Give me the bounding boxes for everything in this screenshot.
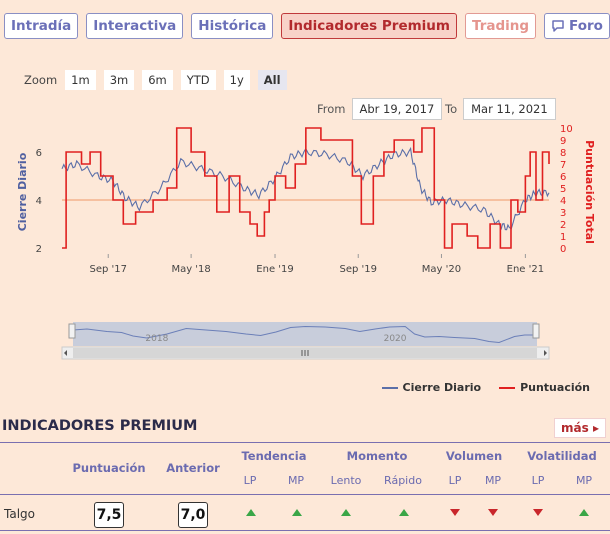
subcol-volumen-mp: MP: [484, 474, 502, 487]
legend-swatch-cierre: [381, 386, 398, 389]
more-button[interactable]: más ▸: [554, 418, 606, 438]
y-left-tick-label: 4: [36, 196, 42, 207]
y-left-tick-label: 2: [36, 244, 42, 255]
col-anterior: Anterior: [166, 461, 220, 475]
x-tick-label: May '18: [171, 264, 210, 275]
y-axis-right-label: Puntuación Total: [583, 140, 596, 244]
chat-bubble-icon: [552, 20, 564, 32]
series-puntuacion: [62, 127, 550, 249]
group-tendencia: Tendencia: [241, 449, 307, 463]
arrow-up-icon: [399, 509, 409, 516]
legend-item-cierre[interactable]: Cierre Diario: [381, 381, 481, 394]
range-to-label: To: [445, 102, 458, 116]
score-value: 7,5: [94, 502, 124, 528]
y-right-tick-label: 7: [560, 160, 566, 171]
y-right-tick-label: 4: [560, 196, 566, 207]
zoom-ytd-button[interactable]: YTD: [180, 70, 216, 90]
navigator-series: [72, 325, 537, 344]
col-puntuacion: Puntuación: [72, 461, 146, 475]
y-right-tick-label: 6: [560, 172, 566, 183]
y-right-tick-label: 5: [560, 184, 566, 195]
navigator-right-handle[interactable]: [532, 323, 540, 339]
zoom-6m-button[interactable]: 6m: [142, 70, 173, 90]
subcol-volatilidad-lp: LP: [531, 474, 545, 487]
row-name-talgo[interactable]: Talgo: [4, 507, 35, 521]
group-volatilidad: Volatilidad: [527, 449, 597, 463]
x-tick-label: Ene '21: [507, 264, 544, 275]
zoom-1y-button[interactable]: 1y: [223, 70, 250, 90]
subcol-volatilidad-mp: MP: [575, 474, 593, 487]
tab-historica[interactable]: Histórica: [191, 13, 274, 39]
tab-trading[interactable]: Trading: [464, 13, 537, 39]
tab-foro[interactable]: Foro: [544, 13, 610, 39]
series-cierre-diario: [61, 146, 550, 231]
subcol-tendencia-lp: LP: [243, 474, 257, 487]
chart-legend: Cierre Diario Puntuación: [381, 381, 590, 394]
section-title: INDICADORES PREMIUM: [2, 418, 198, 434]
previous-score-value: 7,0: [178, 502, 208, 528]
y-right-tick-label: 10: [560, 124, 573, 135]
tab-interactiva[interactable]: Interactiva: [86, 13, 184, 39]
tab-indicadores-premium[interactable]: Indicadores Premium: [281, 13, 457, 39]
range-from-label: From: [317, 102, 346, 116]
arrow-up-icon: [246, 509, 256, 516]
zoom-3m-button[interactable]: 3m: [103, 70, 135, 90]
y-right-tick-label: 1: [560, 232, 566, 243]
scroll-left-icon[interactable]: [64, 350, 67, 356]
arrow-up-icon: [341, 509, 351, 516]
group-momento: Momento: [346, 449, 408, 463]
subcol-volumen-lp: LP: [448, 474, 462, 487]
chart-navigator[interactable]: 2018 2020: [0, 318, 610, 362]
y-right-tick-label: 8: [560, 148, 566, 159]
arrow-down-icon: [450, 509, 460, 516]
tab-intradia[interactable]: Intradía: [4, 13, 79, 39]
table-top-rule: [0, 442, 610, 443]
x-tick-label: Sep '19: [339, 264, 377, 275]
range-to: To Mar 11, 2021: [445, 98, 556, 120]
x-tick-label: Sep '17: [89, 264, 127, 275]
navigator-left-handle[interactable]: [68, 323, 76, 339]
zoom-1m-button[interactable]: 1m: [65, 70, 96, 90]
zoom-label: Zoom: [24, 73, 58, 87]
scrollbar-grip-icon: [301, 350, 309, 356]
subcol-tendencia-mp: MP: [287, 474, 305, 487]
tab-bar: Intradía Interactiva Histórica Indicador…: [4, 13, 610, 39]
x-tick-label: May '20: [422, 264, 461, 275]
subcol-momento-lento: Lento: [330, 474, 362, 487]
scroll-right-icon[interactable]: [544, 350, 547, 356]
table-bottom-rule: [0, 530, 610, 531]
range-to-input[interactable]: Mar 11, 2021: [463, 98, 556, 120]
arrow-up-icon: [292, 509, 302, 516]
group-volumen: Volumen: [445, 449, 503, 463]
navigator-tick-label: 2020: [384, 334, 407, 344]
legend-swatch-puntuacion: [499, 386, 516, 389]
arrow-up-icon: [579, 509, 589, 516]
zoom-controls: Zoom 1m 3m 6m YTD 1y All: [24, 70, 287, 90]
subcol-momento-rapido: Rápido: [384, 474, 422, 487]
arrow-down-icon: [488, 509, 498, 516]
zoom-all-button[interactable]: All: [257, 70, 287, 90]
y-right-tick-label: 3: [560, 208, 566, 219]
x-tick-label: Ene '19: [256, 264, 293, 275]
legend-item-puntuacion[interactable]: Puntuación: [499, 381, 590, 394]
navigator-tick-label: 2018: [145, 334, 168, 344]
y-right-tick-label: 9: [560, 136, 566, 147]
range-from-input[interactable]: Abr 19, 2017: [351, 98, 443, 120]
navigator-selection[interactable]: [73, 322, 537, 346]
y-right-tick-label: 2: [560, 220, 566, 231]
caret-right-icon: ▸: [592, 421, 599, 435]
y-right-tick-label: 0: [560, 244, 566, 255]
range-from: From Abr 19, 2017: [317, 98, 443, 120]
y-left-tick-label: 6: [36, 148, 42, 159]
y-axis-left-label: Cierre Diario: [16, 152, 29, 231]
table-header-rule: [0, 494, 610, 495]
arrow-down-icon: [533, 509, 543, 516]
